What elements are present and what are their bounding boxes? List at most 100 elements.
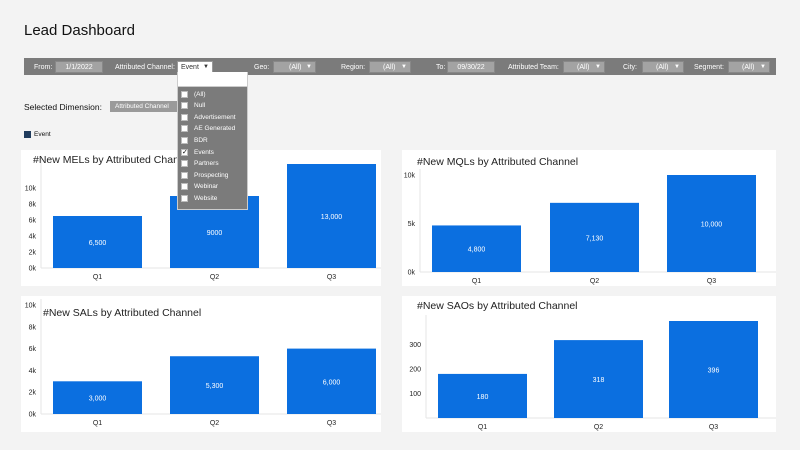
y-tick-label: 4k: [29, 368, 37, 375]
checkbox[interactable]: [181, 160, 188, 168]
dropdown-option-label: Events: [194, 148, 214, 156]
chevron-down-icon: ▼: [306, 64, 312, 70]
dropdown-option[interactable]: Null: [181, 101, 205, 111]
checkbox[interactable]: [181, 194, 188, 202]
x-tick-label: Q1: [93, 274, 102, 281]
y-tick-label: 0k: [408, 270, 416, 277]
dropdown-option-label: Null: [194, 102, 206, 110]
city-label: City:: [623, 64, 637, 71]
dropdown-option-label: Advertisement: [194, 113, 236, 121]
chevron-down-icon: ▼: [401, 64, 407, 70]
dropdown-option-label: Prospecting: [194, 171, 229, 179]
dropdown-option-label: Partners: [194, 160, 219, 168]
city-select-value: (All): [656, 64, 669, 71]
x-tick-label: Q3: [709, 424, 718, 431]
bar: [53, 381, 142, 414]
bar: [550, 202, 639, 272]
city-select[interactable]: (All) ▼: [642, 61, 684, 73]
segment-select[interactable]: (All) ▼: [728, 61, 770, 73]
dropdown-search-area[interactable]: [177, 72, 248, 86]
x-tick-label: Q2: [590, 278, 599, 285]
checkbox[interactable]: ✓: [181, 148, 188, 156]
dropdown-option[interactable]: Webinar: [181, 182, 218, 192]
y-tick-label: 8k: [29, 324, 37, 331]
segment-label: Segment:: [694, 64, 724, 71]
dropdown-option-label: AE Generated: [194, 125, 236, 133]
y-tick-label: 2k: [29, 250, 37, 257]
chart-card-mels: 0k 2k 4k 6k 8k 10k 6,500 Q1 9000 Q2 13,000 Q3 #New …: [21, 150, 381, 286]
y-tick-label: 4k: [29, 234, 37, 241]
region-label: Region:: [341, 64, 366, 71]
from-date-input[interactable]: 1/1/2022: [55, 61, 103, 73]
x-tick-label: Q3: [327, 274, 336, 281]
checkbox[interactable]: [181, 113, 188, 121]
checkbox[interactable]: [181, 125, 188, 133]
data-label: 10,000: [701, 222, 723, 229]
bar: [438, 373, 527, 418]
legend-swatch: [24, 131, 31, 138]
checkbox[interactable]: [181, 102, 188, 110]
x-tick-label: Q1: [472, 278, 481, 285]
data-label: 318: [593, 377, 605, 384]
dropdown-option[interactable]: BDR: [181, 135, 208, 145]
y-tick-label: 10k: [404, 173, 416, 180]
y-tick-label: 2k: [29, 390, 37, 397]
y-tick-label: 8k: [29, 202, 37, 209]
region-select[interactable]: (All) ▼: [369, 61, 411, 73]
region-select-value: (All): [383, 64, 396, 71]
x-tick-label: Q1: [478, 424, 487, 431]
data-label: 180: [477, 394, 489, 401]
team-select[interactable]: (All) ▼: [563, 61, 605, 73]
page-title: Lead Dashboard: [24, 22, 135, 39]
x-tick-label: Q2: [210, 274, 219, 281]
dropdown-option[interactable]: ✓ Events: [181, 147, 214, 157]
y-tick-label: 6k: [29, 218, 37, 225]
chart-card-mqls: 0k 5k 10k 4,800 Q1 7,130 Q2 10,000 Q3 #New MQLs …: [402, 150, 776, 286]
dropdown-option[interactable]: AE Generated: [181, 124, 235, 134]
to-label: To:: [436, 64, 446, 71]
dropdown-option-label: Webinar: [194, 183, 219, 191]
geo-select[interactable]: (All) ▼: [273, 61, 316, 73]
checkbox[interactable]: [181, 171, 188, 179]
chevron-down-icon: ▼: [760, 64, 766, 70]
y-tick-label: 5k: [408, 221, 416, 228]
y-tick-label: 300: [409, 342, 421, 349]
chart-svg: 0k 5k 10k 4,800 Q1 7,130 Q2 10,000 Q3: [404, 169, 776, 285]
dropdown-option[interactable]: Prospecting: [181, 170, 228, 180]
bar: [287, 348, 376, 414]
bar: [432, 225, 521, 272]
y-tick-label: 0k: [29, 412, 37, 419]
y-tick-label: 10k: [25, 303, 37, 310]
segment-select-value: (All): [742, 64, 755, 71]
dropdown-option[interactable]: Partners: [181, 159, 219, 169]
dropdown-option-label: (All): [194, 90, 206, 98]
chevron-down-icon: ▼: [595, 64, 601, 70]
chart-svg: 0k 2k 4k 6k 8k 10k 3,000 Q1 5,300 Q2 6,000 Q3: [25, 299, 381, 427]
data-label: 3,000: [89, 396, 107, 403]
dropdown-option[interactable]: Advertisement: [181, 112, 236, 122]
chart-title: #New SALs by Attributed Channel: [43, 307, 202, 319]
data-label: 13,000: [321, 214, 343, 221]
channel-select-value: Event: [181, 64, 199, 71]
checkbox[interactable]: [181, 183, 188, 191]
dropdown-option-label: Website: [194, 194, 218, 202]
to-date-input[interactable]: 09/30/22: [447, 61, 495, 73]
data-label: 396: [708, 368, 720, 375]
checkbox[interactable]: [181, 90, 188, 98]
y-tick-label: 10k: [25, 186, 37, 193]
dropdown-option[interactable]: Website: [181, 193, 217, 203]
dropdown-option[interactable]: (All): [181, 89, 206, 99]
chart-title: #New MELs by Attributed Channel: [33, 154, 193, 166]
chart-title: #New MQLs by Attributed Channel: [417, 156, 579, 168]
checkbox[interactable]: [181, 136, 188, 144]
bar: [287, 164, 376, 268]
geo-label: Geo:: [254, 64, 270, 71]
x-tick-label: Q3: [707, 278, 716, 285]
data-label: 6,500: [89, 240, 107, 247]
y-tick-label: 100: [409, 391, 421, 398]
data-label: 9000: [207, 230, 223, 237]
chart-svg: 0k 2k 4k 6k 8k 10k 6,500 Q1 9000 Q2 13,000 Q3: [25, 158, 381, 281]
x-tick-label: Q2: [594, 424, 603, 431]
selected-dimension-select[interactable]: Attributed Channel: [110, 101, 186, 112]
data-label: 6,000: [323, 379, 341, 386]
